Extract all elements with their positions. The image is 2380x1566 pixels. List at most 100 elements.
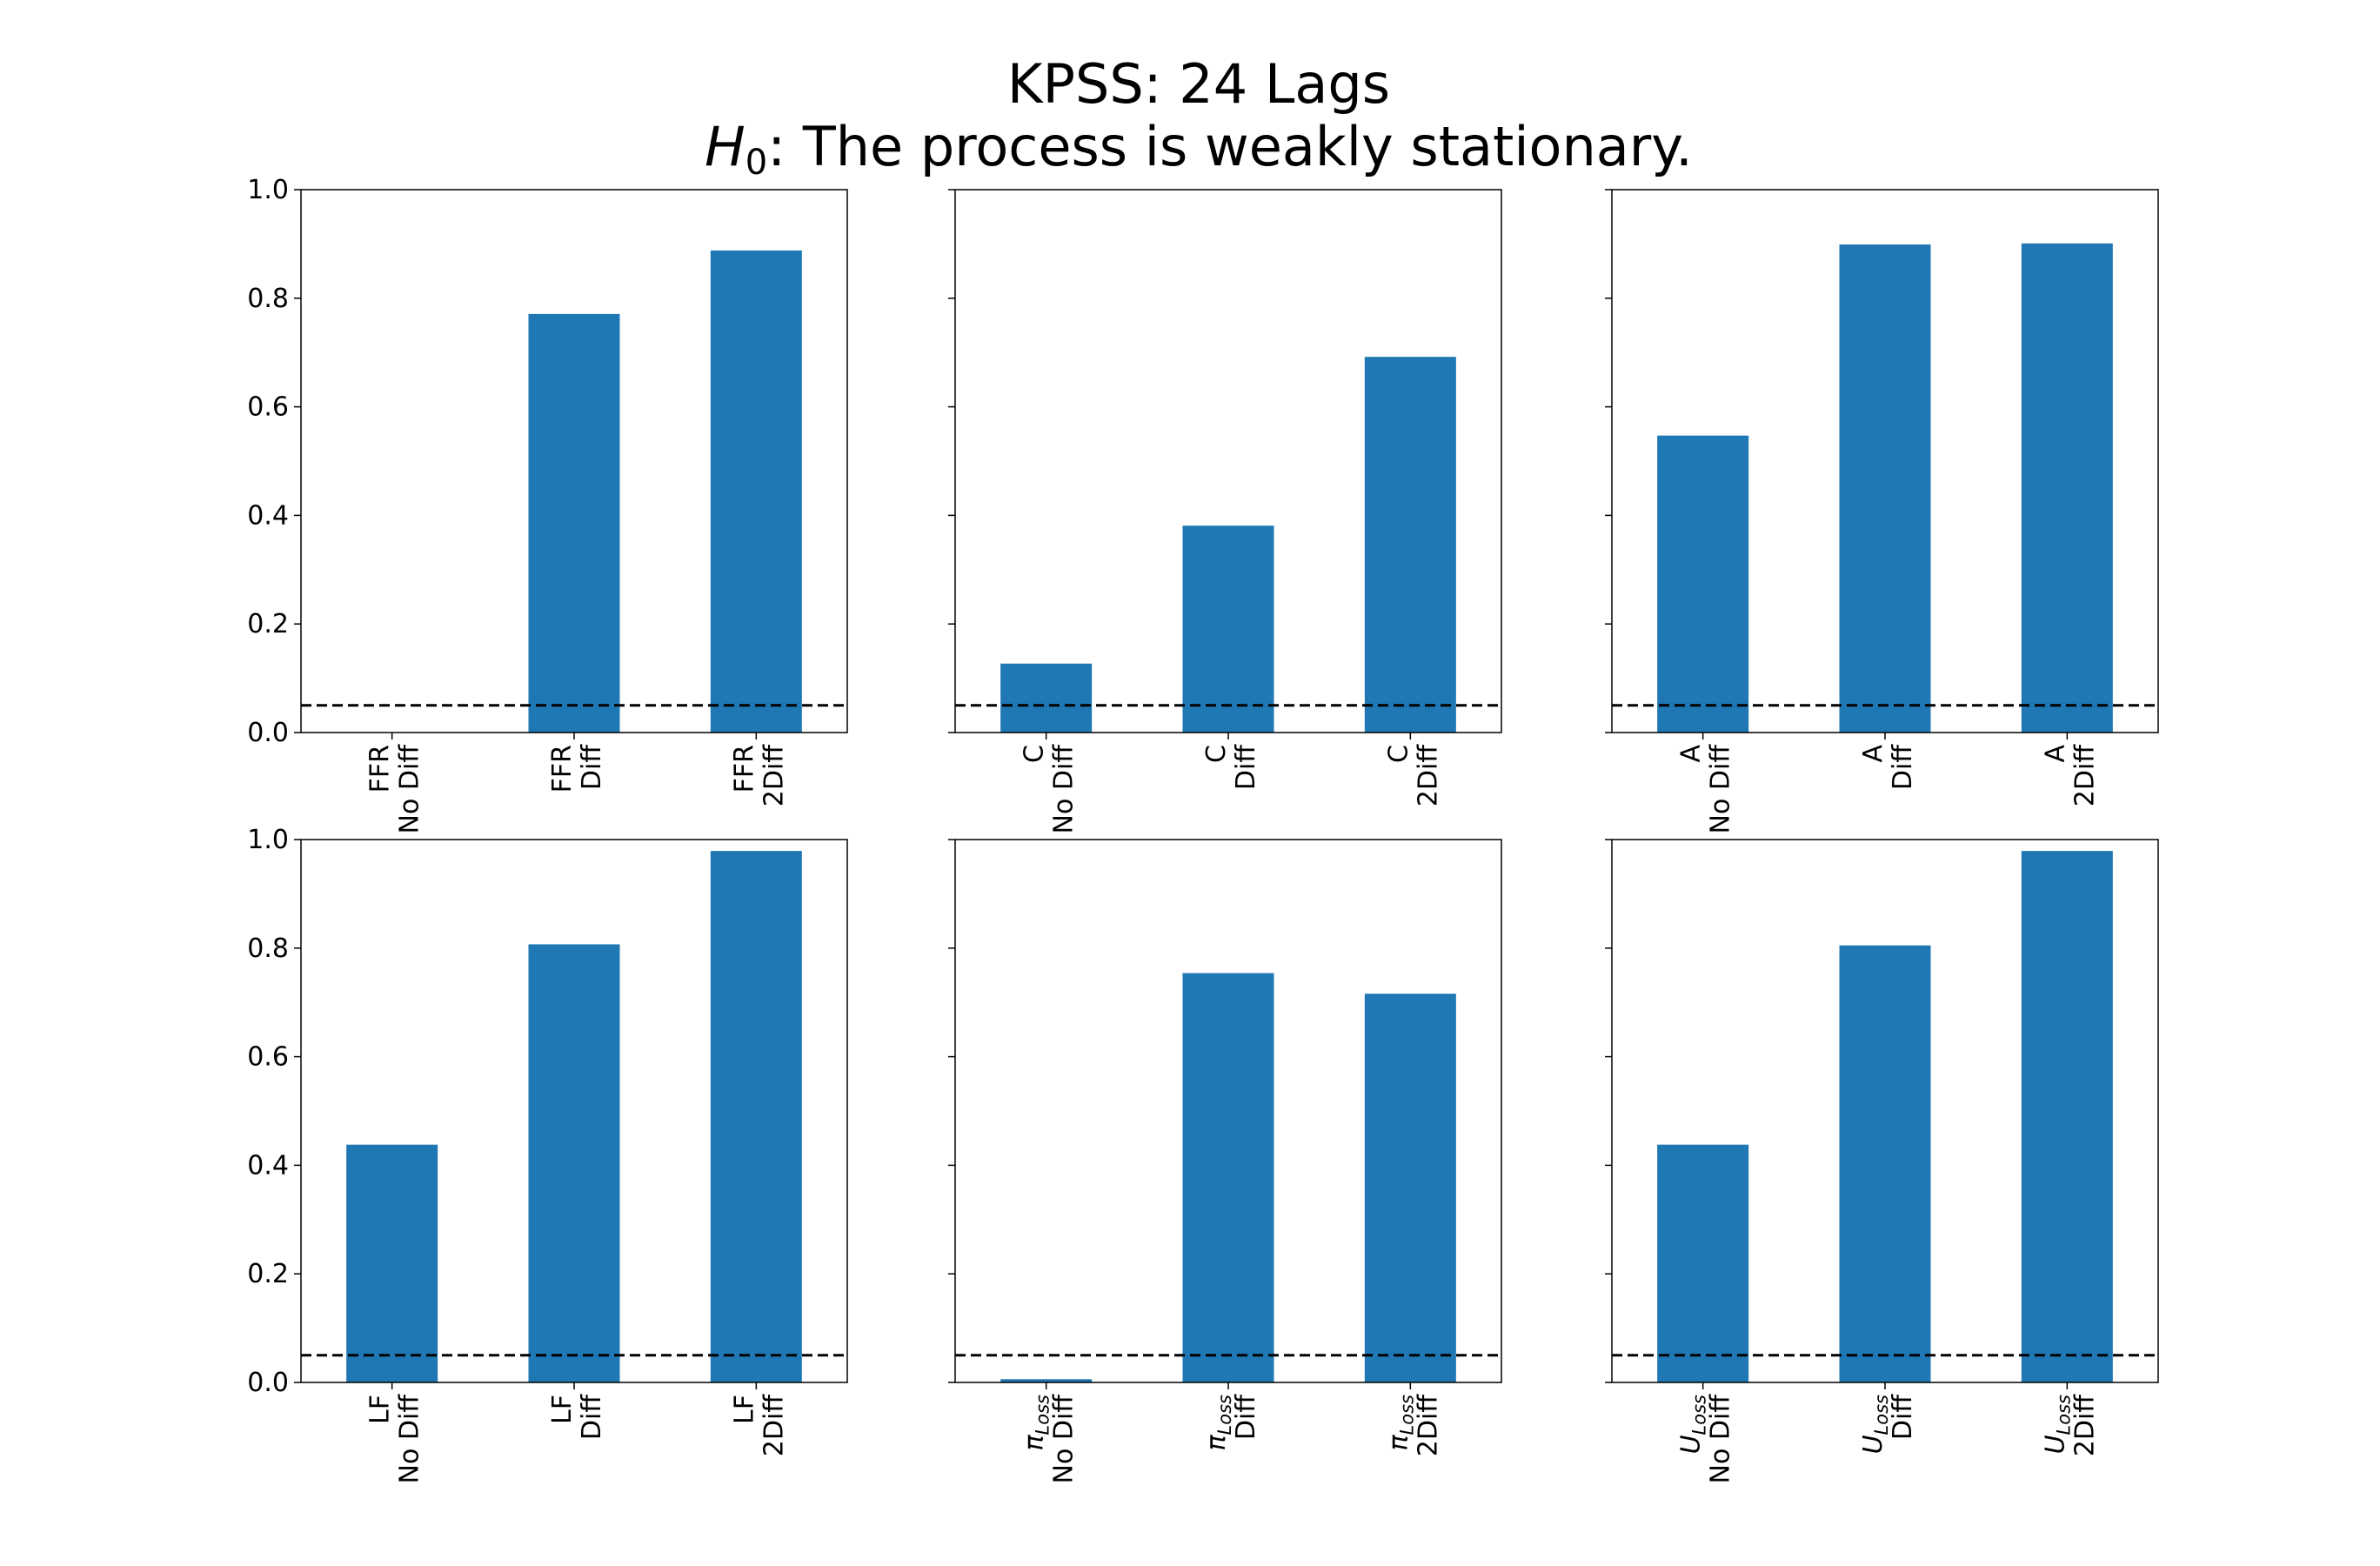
bar xyxy=(710,250,802,733)
chart-title-line2: H0: The process is weakly stationary. xyxy=(705,115,1693,183)
bar xyxy=(710,851,802,1382)
title-math-h: H xyxy=(705,115,745,178)
axes-frame xyxy=(300,839,848,1383)
bar xyxy=(1657,435,1749,733)
x-category-label: πLoss2Diff xyxy=(1383,1394,1443,1457)
category-variable: U xyxy=(1676,1435,1707,1454)
category-variable: C xyxy=(1383,745,1414,763)
category-suffix: 2Diff xyxy=(2069,744,2100,807)
x-category-label: A2Diff xyxy=(2040,744,2100,807)
bar xyxy=(1364,994,1456,1382)
x-category-label: ADiff xyxy=(1858,744,1918,790)
y-tick-label: 1.0 xyxy=(247,825,289,855)
category-suffix: No Diff xyxy=(1706,744,1736,834)
x-category-label: ULoss2Diff xyxy=(2040,1394,2100,1457)
bar xyxy=(1657,1144,1749,1382)
y-tick-label: 0.6 xyxy=(247,392,289,423)
bar xyxy=(1000,663,1093,733)
x-category-label: LFDiff xyxy=(547,1394,607,1440)
category-suffix: Diff xyxy=(577,1394,607,1440)
category-variable: π xyxy=(1383,1435,1414,1451)
y-tick-label: 0.8 xyxy=(247,284,289,314)
bar xyxy=(1839,244,1931,733)
x-category-label: CNo Diff xyxy=(1020,744,1080,834)
y-tick-label: 0.6 xyxy=(247,1042,289,1073)
category-variable: FFR xyxy=(365,745,396,793)
category-variable: FFR xyxy=(547,745,578,793)
category-suffix: Diff xyxy=(1888,744,1918,790)
category-suffix: 2Diff xyxy=(2069,1394,2100,1457)
x-category-label: πLossDiff xyxy=(1201,1394,1261,1451)
y-tick-label: 0.0 xyxy=(247,1368,289,1398)
category-suffix: 2Diff xyxy=(759,744,789,807)
axes-frame xyxy=(1611,189,2159,733)
category-variable: U xyxy=(1858,1435,1889,1454)
x-category-label: C2Diff xyxy=(1383,744,1443,807)
y-tick-label: 0.8 xyxy=(247,934,289,964)
panel-2: CNo Diff CDiff C2Diff xyxy=(948,189,1502,834)
panel-3: ANo Diff ADiff A2Diff xyxy=(1605,189,2159,834)
x-category-label: FFRNo Diff xyxy=(365,744,425,834)
category-subscript: Loss xyxy=(1871,1395,1892,1435)
category-suffix: Diff xyxy=(1231,1394,1261,1440)
category-suffix: Diff xyxy=(1888,1394,1918,1440)
x-category-label: ULossDiff xyxy=(1858,1394,1918,1455)
category-variable: A xyxy=(1676,745,1707,763)
y-tick-label: 0.2 xyxy=(247,609,289,639)
y-tick-label: 0.4 xyxy=(247,500,289,531)
x-category-label: πLossNo Diff xyxy=(1020,1394,1080,1484)
category-variable: LF xyxy=(365,1395,396,1424)
bar xyxy=(1364,357,1456,733)
category-suffix: 2Diff xyxy=(759,1394,789,1457)
category-suffix: Diff xyxy=(577,744,607,790)
axes-frame xyxy=(954,189,1502,733)
x-category-label: FFRDiff xyxy=(547,744,607,793)
category-variable: C xyxy=(1020,745,1050,763)
x-category-label: FFR2Diff xyxy=(729,744,789,807)
x-category-label: ANo Diff xyxy=(1676,744,1736,834)
category-suffix: 2Diff xyxy=(1413,1394,1443,1457)
y-tick-label: 0.4 xyxy=(247,1150,289,1181)
category-subscript: Loss xyxy=(1396,1395,1417,1435)
bar xyxy=(528,944,620,1382)
axes-frame xyxy=(954,839,1502,1383)
bar xyxy=(2021,243,2113,733)
bar xyxy=(1000,1379,1093,1382)
category-subscript: Loss xyxy=(1689,1395,1710,1435)
category-suffix: 2Diff xyxy=(1413,744,1443,807)
y-tick-label: 1.0 xyxy=(247,175,289,205)
category-variable: A xyxy=(1858,745,1889,763)
category-suffix: No Diff xyxy=(395,1394,425,1484)
x-category-label: LF2Diff xyxy=(729,1394,789,1457)
category-variable: C xyxy=(1201,745,1232,763)
category-subscript: Loss xyxy=(1033,1395,1053,1435)
bar xyxy=(1182,973,1274,1382)
category-suffix: No Diff xyxy=(1706,1394,1736,1484)
category-variable: LF xyxy=(547,1395,578,1424)
category-variable: π xyxy=(1201,1435,1232,1451)
chart-title-line1: KPSS: 24 Lags xyxy=(1007,52,1390,116)
category-subscript: Loss xyxy=(1214,1395,1235,1435)
title-math-sub: 0 xyxy=(745,143,767,183)
category-suffix: No Diff xyxy=(1049,1394,1080,1484)
category-suffix: No Diff xyxy=(1049,744,1080,834)
y-tick-label: 0.2 xyxy=(247,1259,289,1289)
y-tick-label: 0.0 xyxy=(247,718,289,748)
category-variable: LF xyxy=(729,1395,759,1424)
bar xyxy=(528,313,620,733)
bar xyxy=(346,1144,438,1382)
axes-frame xyxy=(300,189,848,733)
category-variable: π xyxy=(1020,1435,1050,1451)
x-category-label: LFNo Diff xyxy=(365,1394,425,1484)
category-suffix: No Diff xyxy=(395,744,425,834)
category-subscript: Loss xyxy=(2053,1395,2074,1435)
bar xyxy=(2021,851,2113,1382)
category-suffix: Diff xyxy=(1231,744,1261,790)
bar xyxy=(1182,525,1274,733)
